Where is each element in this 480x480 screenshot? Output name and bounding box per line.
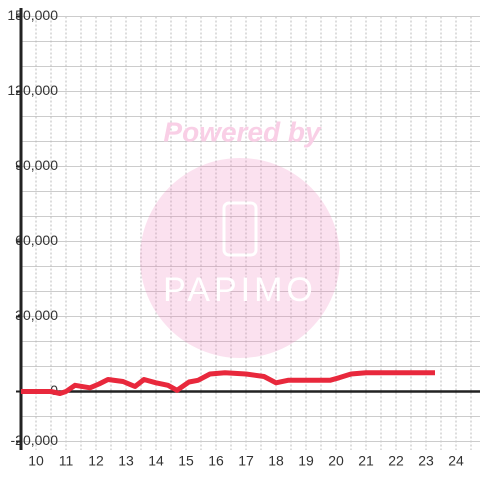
- x-tick-label: 21: [358, 453, 374, 469]
- watermark-title: Powered by: [163, 116, 322, 147]
- y-tick-label: 120,000: [7, 82, 58, 98]
- y-tick-label: -20,000: [11, 432, 59, 448]
- watermark-circle: [140, 158, 340, 358]
- y-tick-label: 150,000: [7, 7, 58, 23]
- y-tick-label: 30,000: [15, 307, 58, 323]
- x-tick-label: 17: [238, 453, 254, 469]
- x-tick-label: 19: [298, 453, 314, 469]
- x-tick-label: 15: [178, 453, 194, 469]
- x-tick-label: 14: [148, 453, 164, 469]
- x-tick-label: 24: [448, 453, 464, 469]
- x-tick-label: 10: [28, 453, 44, 469]
- x-tick-label: 13: [118, 453, 134, 469]
- watermark: [140, 158, 340, 358]
- x-tick-label: 23: [418, 453, 434, 469]
- data-line: [21, 370, 435, 396]
- watermark-phone: [222, 201, 258, 257]
- y-tick-label: 60,000: [15, 232, 58, 248]
- x-tick-label: 22: [388, 453, 404, 469]
- x-tick-label: 16: [208, 453, 224, 469]
- y-tick-label: 90,000: [15, 157, 58, 173]
- x-tick-label: 11: [59, 453, 74, 469]
- watermark-brand: PAPIMO: [163, 271, 317, 309]
- x-tick-label: 18: [268, 453, 284, 469]
- x-tick-label: 12: [88, 453, 104, 469]
- x-tick-label: 20: [328, 453, 344, 469]
